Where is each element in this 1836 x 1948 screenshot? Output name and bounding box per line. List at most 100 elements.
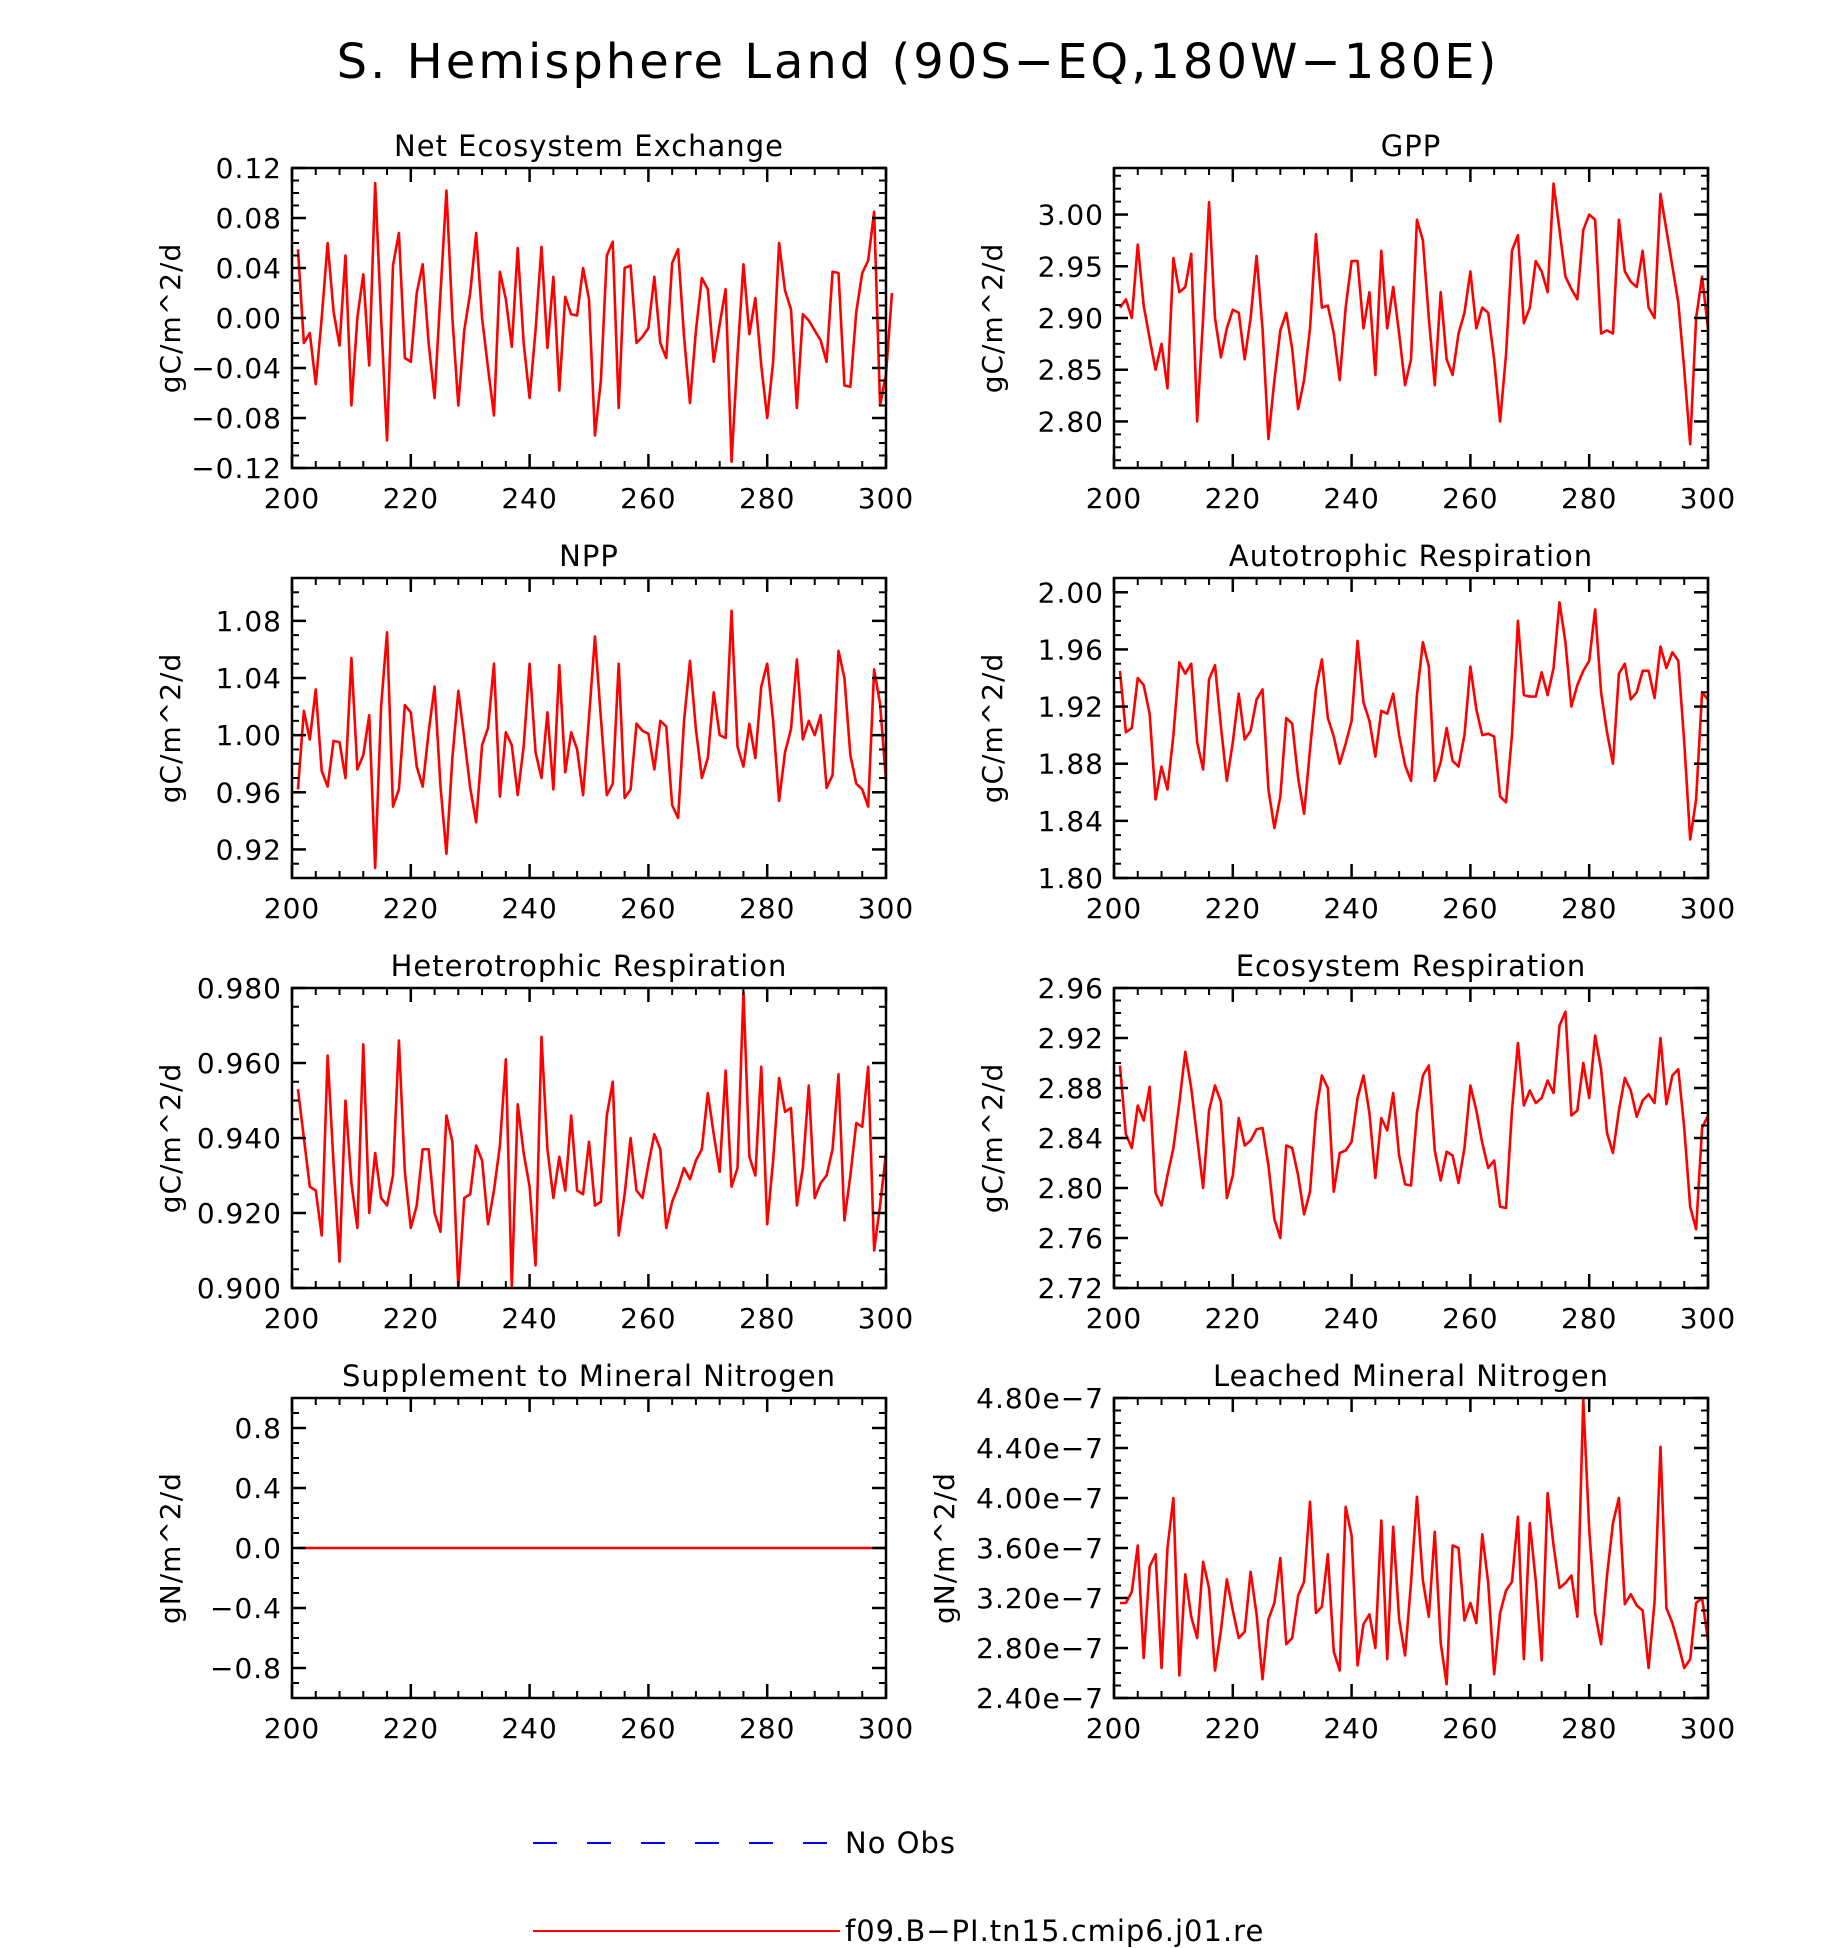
x-tick-label: 260 [1442, 1302, 1498, 1335]
chart-panel-7: Leached Mineral Nitrogen 200 220 240 260 280 3… [928, 1359, 1736, 1745]
legend-label-no-obs: No Obs [845, 1826, 956, 1860]
y-tick-label: 2.76 [1038, 1222, 1104, 1255]
y-tick-label: 3.60e−7 [976, 1532, 1104, 1565]
x-tick-label: 300 [1680, 1712, 1736, 1745]
plot-frame [290, 986, 888, 1290]
series-line [1119, 1397, 1710, 1686]
y-tick-label: 0.920 [197, 1197, 282, 1230]
x-tick-label: 260 [620, 482, 676, 515]
y-tick-label: 1.96 [1038, 633, 1104, 666]
y-axis-label: gC/m^2/d [154, 653, 187, 804]
x-tick-label: 260 [620, 892, 676, 925]
y-tick-label: 0.00 [216, 302, 282, 335]
plot-frame [290, 576, 888, 880]
panels: Net Ecosystem Exchange 200 220 240 260 280 300… [154, 129, 1736, 1745]
y-tick-label: 0.08 [216, 202, 282, 235]
panel-title: Net Ecosystem Exchange [394, 129, 784, 163]
y-tick-label: 0.04 [216, 252, 282, 285]
chart-panel-4: Heterotrophic Respiration 200 220 240 260 280… [154, 949, 913, 1335]
y-tick-label: 2.88 [1038, 1072, 1104, 1105]
y-axis-label: gC/m^2/d [154, 1063, 187, 1214]
x-tick-label: 220 [383, 482, 439, 515]
legend: No Obs f09.B−PI.tn15.cmip6.j01.re [533, 1826, 1264, 1948]
y-tick-label: 4.80e−7 [976, 1382, 1104, 1415]
y-tick-label: 1.92 [1038, 691, 1104, 724]
chart-panel-1: GPP 200 220 240 260 280 300 2.80 2.85 2.90 2.95 3.0… [976, 129, 1736, 515]
plot-frame [1112, 576, 1710, 880]
y-tick-label: 0.980 [197, 972, 282, 1005]
x-tick-label: 280 [739, 1712, 795, 1745]
x-tick-label: 300 [1680, 1302, 1736, 1335]
x-tick-label: 220 [1205, 1712, 1261, 1745]
y-tick-label: 1.08 [216, 605, 282, 638]
legend-item-no-obs: No Obs [533, 1826, 956, 1860]
legend-item-model: f09.B−PI.tn15.cmip6.j01.re [533, 1914, 1264, 1948]
x-tick-label: 240 [1323, 892, 1379, 925]
plot-frame [1112, 1396, 1710, 1700]
y-axis-label: gC/m^2/d [154, 243, 187, 394]
panel-title: Leached Mineral Nitrogen [1213, 1359, 1609, 1393]
legend-label-model: f09.B−PI.tn15.cmip6.j01.re [845, 1914, 1264, 1948]
series-line [296, 990, 888, 1290]
x-tick-label: 240 [501, 482, 557, 515]
chart-panel-0: Net Ecosystem Exchange 200 220 240 260 280 300… [154, 129, 913, 515]
y-tick-label: 0.96 [216, 776, 282, 809]
y-tick-label: 3.00 [1038, 199, 1104, 232]
x-tick-label: 200 [264, 1712, 320, 1745]
series-line [1118, 1010, 1710, 1240]
series-line [1118, 600, 1709, 841]
x-tick-label: 280 [1561, 482, 1617, 515]
y-axis-label: gN/m^2/d [928, 1472, 961, 1624]
x-tick-label: 240 [501, 1712, 557, 1745]
x-tick-label: 220 [383, 1302, 439, 1335]
y-axis-label: gC/m^2/d [976, 653, 1009, 804]
y-tick-label: −0.08 [191, 402, 282, 435]
y-tick-label: −0.04 [191, 352, 282, 385]
series-line [296, 609, 888, 870]
x-tick-label: 240 [1323, 1302, 1379, 1335]
y-tick-label: 2.92 [1038, 1022, 1104, 1055]
y-tick-label: 1.04 [216, 662, 282, 695]
x-tick-label: 200 [264, 892, 320, 925]
y-tick-label: 0.940 [197, 1122, 282, 1155]
series-line [296, 181, 894, 464]
x-tick-label: 240 [1323, 482, 1379, 515]
y-tick-label: 2.80 [1038, 1172, 1104, 1205]
plot-frame [1112, 986, 1710, 1290]
y-tick-label: 1.00 [216, 719, 282, 752]
chart-panel-2: NPP 200 220 240 260 280 300 0.92 0.96 1.00 1.04 1.0… [154, 539, 914, 925]
series-line [1118, 182, 1710, 446]
y-tick-label: 1.84 [1038, 805, 1104, 838]
y-tick-label: 0.8 [234, 1412, 282, 1445]
x-tick-label: 300 [1680, 482, 1736, 515]
y-tick-label: 4.00e−7 [976, 1482, 1104, 1515]
y-tick-label: 2.80 [1038, 405, 1104, 438]
y-tick-label: 1.80 [1038, 862, 1104, 895]
y-tick-label: 4.40e−7 [976, 1432, 1104, 1465]
x-tick-label: 260 [1442, 1712, 1498, 1745]
y-tick-label: 2.96 [1038, 972, 1104, 1005]
x-tick-label: 220 [1205, 482, 1261, 515]
y-tick-label: 2.72 [1038, 1272, 1104, 1305]
x-tick-label: 240 [1323, 1712, 1379, 1745]
x-tick-label: 200 [1086, 892, 1142, 925]
panel-title: NPP [559, 539, 619, 573]
y-tick-label: 0.900 [197, 1272, 282, 1305]
x-tick-label: 220 [383, 1712, 439, 1745]
y-tick-label: 2.40e−7 [976, 1682, 1104, 1715]
x-tick-label: 280 [739, 1302, 795, 1335]
panel-title: Autotrophic Respiration [1229, 539, 1593, 573]
y-tick-label: 2.95 [1038, 250, 1104, 283]
x-tick-label: 300 [858, 892, 914, 925]
panel-title: Ecosystem Respiration [1236, 949, 1587, 983]
y-tick-label: 0.960 [197, 1047, 282, 1080]
chart-panel-3: Autotrophic Respiration 200 220 240 260 280 30… [976, 539, 1735, 925]
x-tick-label: 280 [739, 892, 795, 925]
y-tick-label: 2.84 [1038, 1122, 1104, 1155]
y-tick-label: −0.4 [210, 1592, 282, 1625]
y-tick-label: 1.88 [1038, 748, 1104, 781]
x-tick-label: 260 [620, 1302, 676, 1335]
panel-title: Supplement to Mineral Nitrogen [342, 1359, 836, 1393]
panel-title: GPP [1381, 129, 1441, 163]
